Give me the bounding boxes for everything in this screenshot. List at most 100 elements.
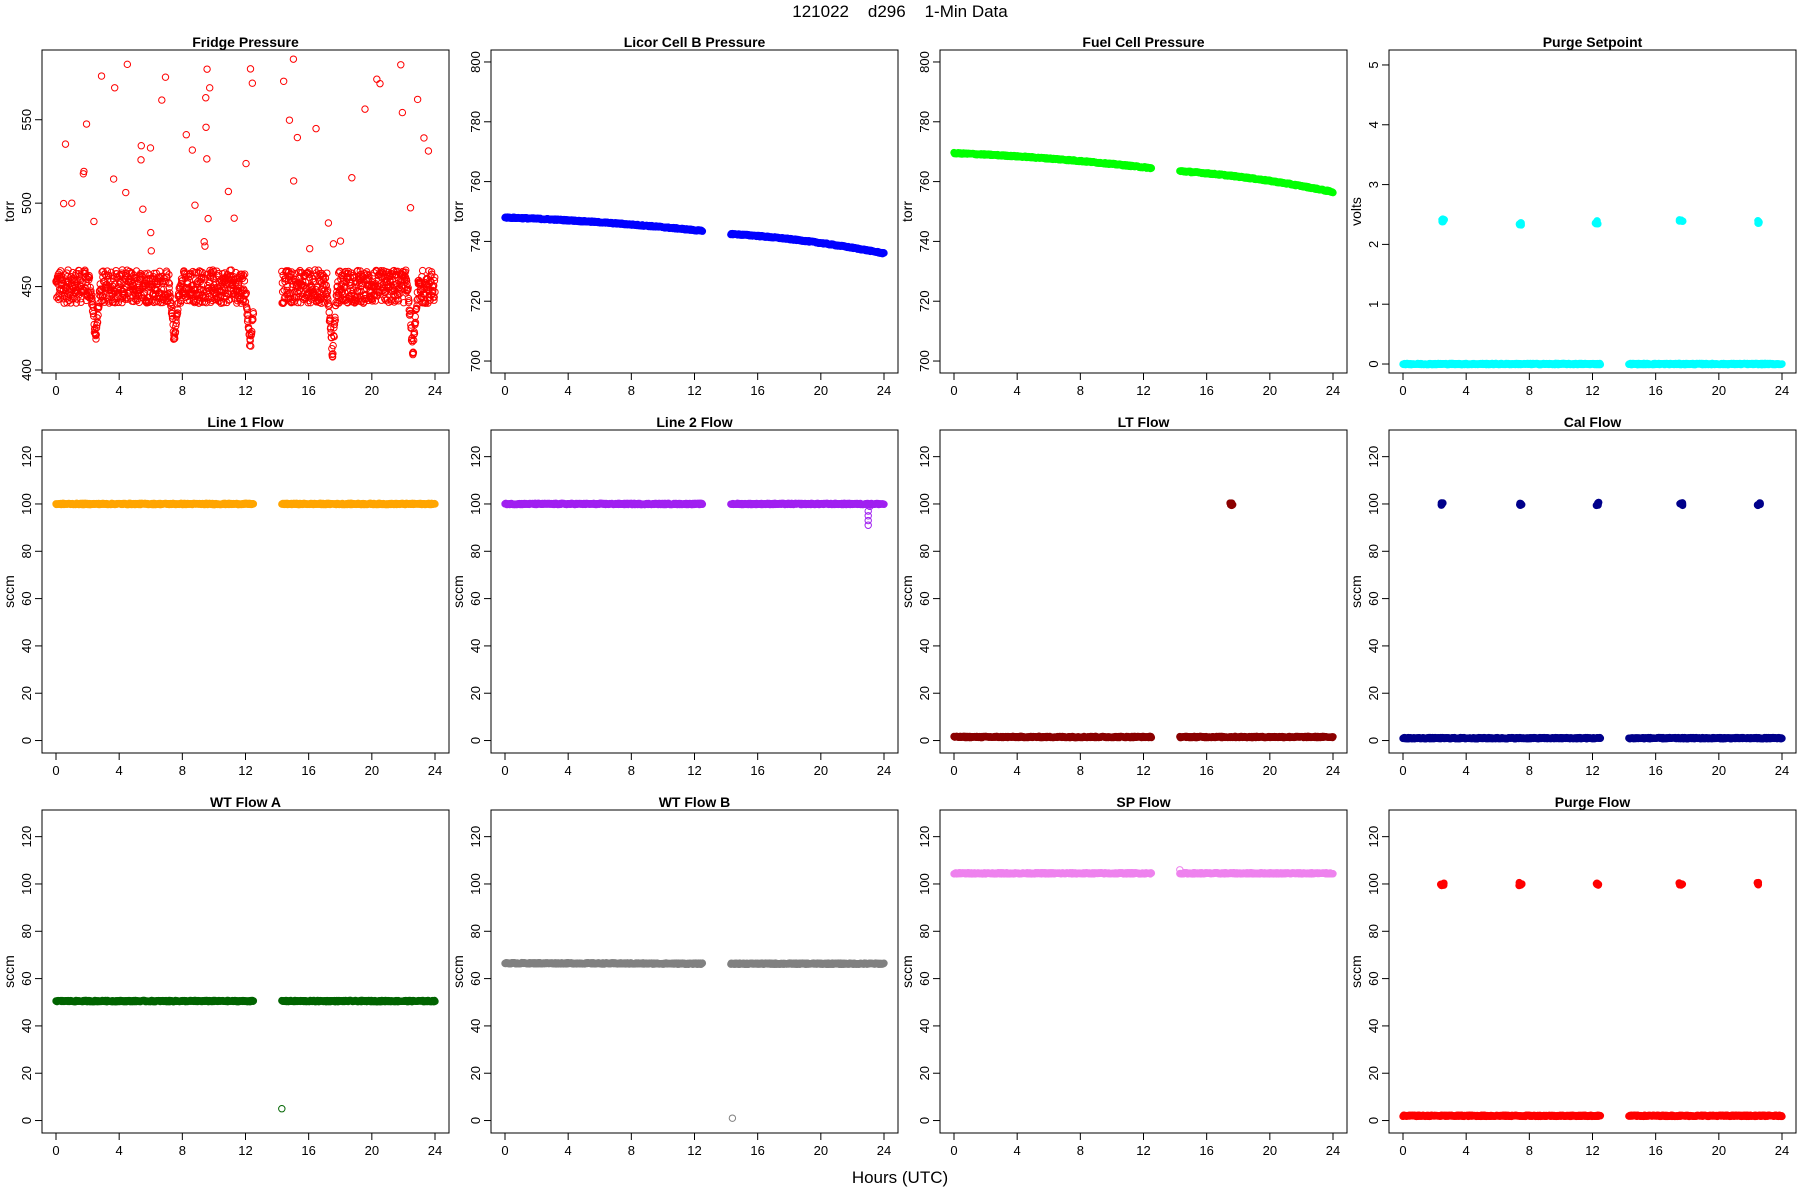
data-point [1591,219,1600,227]
plot-frame [41,49,450,374]
x-tick-label: 20 [814,763,828,778]
data-point [431,288,439,296]
data-point [321,274,330,282]
y-tick-label: 550 [19,109,34,131]
data-point [330,332,338,341]
x-tick-label: 16 [750,383,764,398]
x-tick-label: 16 [301,383,315,398]
data-point [325,308,333,317]
data-point [224,187,233,196]
data-point [165,270,173,279]
x-tick-label: 8 [179,763,186,778]
chart-title: Fridge Pressure [192,34,299,50]
data-point [172,322,180,330]
x-tick-label: 16 [1199,383,1213,398]
data-point [336,237,345,245]
data-point [331,313,339,322]
y-axis-label: sccm [1,575,17,608]
data-point [72,299,80,307]
x-tick-label: 12 [238,763,252,778]
data-point [363,270,372,279]
data-point [87,291,96,299]
data-point [410,329,419,338]
y-tick-label: 700 [917,350,932,372]
data-point [430,296,438,304]
data-point [244,311,252,319]
data-point [68,199,76,207]
data-point [103,267,112,275]
data-point [97,72,106,80]
data-point [146,144,155,152]
data-point [92,324,101,332]
data-point [203,155,211,163]
data-point [163,269,171,277]
y-tick-label: 100 [19,493,34,515]
data-point [289,177,298,185]
y-tick-label: 700 [468,350,483,372]
y-tick-label: 720 [468,290,483,312]
data-point [370,281,378,290]
plot-frame [1388,49,1797,374]
data-point [147,228,155,237]
x-tick-label: 16 [750,763,764,778]
x-tick-label: 4 [565,383,572,398]
data-point [409,349,418,357]
data-point [192,279,200,287]
x-tick-label: 20 [365,763,379,778]
data-point [171,328,180,336]
data-point [335,299,343,307]
data-point [430,293,438,301]
data-point [304,268,312,277]
data-point [241,270,249,278]
x-tick-label: 0 [52,383,59,398]
data-point [203,65,211,73]
data-point [166,289,174,297]
data-point [81,266,89,274]
data-point [59,199,68,208]
data-point [293,133,302,142]
data-point [418,266,427,275]
x-tick-label: 20 [1712,383,1726,398]
data-point [201,242,209,250]
data-point [330,320,339,329]
chart-title: Licor Cell B Pressure [624,34,766,50]
x-tick-label: 0 [950,763,957,778]
y-tick-label: 20 [917,686,932,700]
data-point [77,298,85,306]
data-point [137,156,145,164]
chart-title: Purge Setpoint [1543,34,1643,50]
data-point [249,500,258,508]
y-tick-label: 740 [468,231,483,253]
data-point [202,123,210,131]
data-series [501,499,888,529]
data-point [85,274,94,282]
data-point [64,293,73,301]
y-tick-label: 100 [917,493,932,515]
data-point [430,277,439,285]
y-tick-label: 720 [917,290,932,312]
y-tick-label: 100 [468,493,483,515]
data-point [198,268,207,277]
y-axis-label: torr [899,201,915,222]
y-tick-label: 60 [468,591,483,605]
y-tick-label: 0 [468,737,483,744]
plot-frame [490,49,899,374]
y-tick-label: 780 [917,111,932,133]
y-tick-label: 120 [917,446,932,468]
data-point [329,350,337,358]
x-tick-label: 24 [877,383,891,398]
data-point [1755,219,1763,227]
data-point [411,318,420,327]
data-point [82,120,91,128]
data-point [90,217,98,226]
data-series [950,499,1337,742]
y-axis-label: volts [1348,197,1364,226]
x-tick-label: 0 [501,383,508,398]
data-point [406,204,415,212]
data-point [331,316,339,324]
data-point [305,273,314,282]
y-tick-label: 780 [468,111,483,133]
